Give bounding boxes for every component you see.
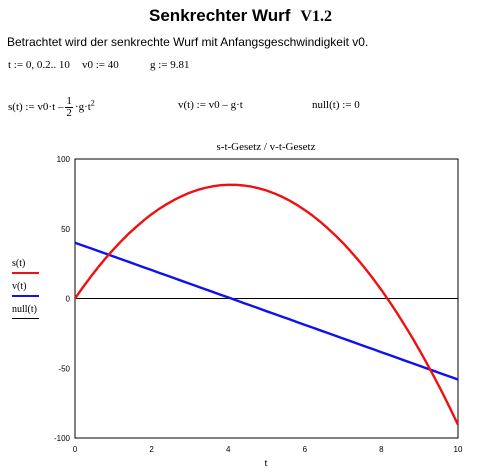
y-tick-label: -50 <box>58 364 70 373</box>
y-tick-label: 50 <box>61 225 70 234</box>
title-text: Senkrechter Wurf <box>149 6 291 25</box>
chart[interactable]: s-t-Gesetz / v-t-Gesetz 0 2 4 6 8 10 -100 -50 0… <box>0 135 481 468</box>
series-line-vt <box>74 241 459 381</box>
y-tick-label: 100 <box>57 155 71 164</box>
x-tick-label: 2 <box>149 445 154 454</box>
legend-swatch <box>12 272 39 274</box>
chart-title: s-t-Gesetz / v-t-Gesetz <box>217 141 316 153</box>
legend-swatch <box>12 295 39 297</box>
s-formula-right: ·g·t <box>74 101 91 114</box>
x-tick-label: 6 <box>303 445 308 454</box>
legend-item: null(t) <box>12 304 39 327</box>
x-tick-label: 8 <box>379 445 384 454</box>
y-tick-label: -100 <box>54 434 71 443</box>
description-text: Betrachtet wird der senkrechte Wurf mit … <box>7 35 369 49</box>
version-label: V1.2 <box>300 8 332 25</box>
y-axis-ticks: -100 -50 0 50 100 <box>54 155 71 443</box>
legend-label: v(t) <box>12 281 27 292</box>
definition-g[interactable]: g := 9.81 <box>150 59 190 71</box>
s-formula-exponent: 2 <box>90 98 95 108</box>
legend-item: s(t) <box>12 258 39 281</box>
x-tick-label: 0 <box>73 445 78 454</box>
legend-label: s(t) <box>12 258 26 269</box>
legend-item: v(t) <box>12 281 39 304</box>
definition-t[interactable]: t := 0, 0.2.. 10 <box>8 59 70 71</box>
s-formula-denominator: 2 <box>66 107 72 119</box>
s-formula-numerator: 1 <box>65 95 73 108</box>
legend: s(t) v(t) null(t) <box>12 258 39 327</box>
legend-label: null(t) <box>12 304 37 315</box>
x-axis-ticks: 0 2 4 6 8 10 <box>73 445 463 454</box>
definition-null[interactable]: null(t) := 0 <box>312 99 360 111</box>
legend-swatch <box>12 318 39 319</box>
page-title: Senkrechter Wurf V1.2 <box>0 6 481 26</box>
x-tick-label: 10 <box>454 445 463 454</box>
s-formula-left: s(t) := v0·t – <box>8 101 64 114</box>
definition-v0[interactable]: v0 := 40 <box>82 59 119 71</box>
definition-s[interactable]: s(t) := v0·t –1 2 ·g·t2 <box>8 96 95 119</box>
y-tick-label: 0 <box>66 295 71 304</box>
x-tick-label: 4 <box>226 445 231 454</box>
x-axis-label: t <box>264 457 267 468</box>
series-group <box>74 183 460 426</box>
definition-v[interactable]: v(t) := v0 – g·t <box>178 99 243 111</box>
series-line-st <box>74 183 460 426</box>
